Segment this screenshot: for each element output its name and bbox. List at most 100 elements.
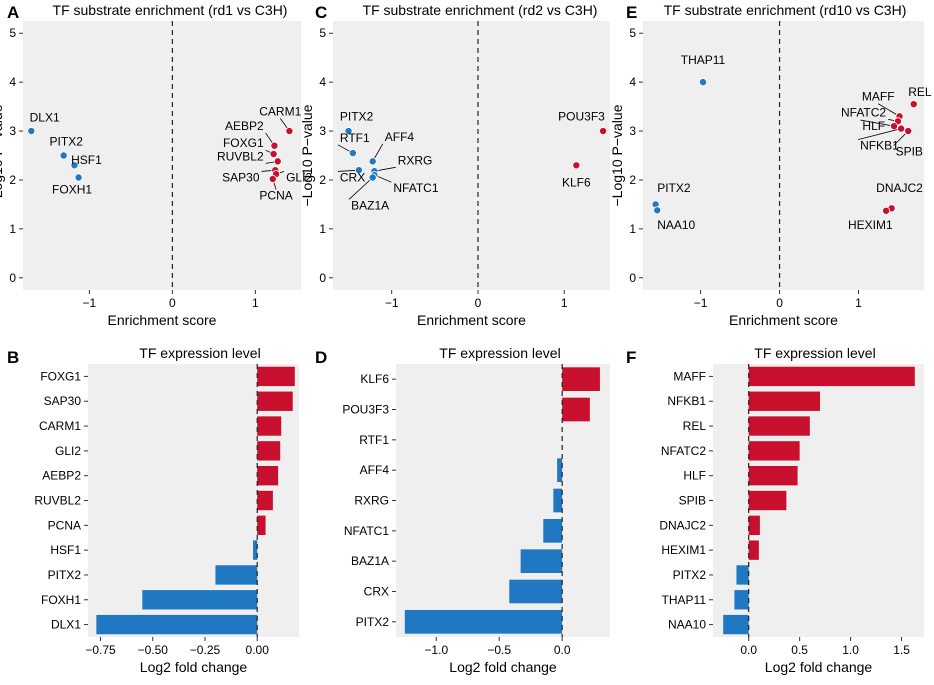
data-point bbox=[572, 161, 581, 170]
chart-title: TF substrate enrichment (rd2 vs C3H) bbox=[363, 2, 598, 18]
x-tick-label: 1 bbox=[855, 296, 862, 310]
y-tick-label: 5 bbox=[319, 26, 326, 40]
bar bbox=[257, 391, 293, 411]
category-label: REL bbox=[683, 419, 707, 433]
panel-letter: B bbox=[7, 348, 19, 367]
category-label: AEBP2 bbox=[42, 469, 81, 483]
data-point bbox=[890, 122, 899, 131]
x-tick-label: −0.75 bbox=[85, 643, 116, 657]
category-label: MAFF bbox=[673, 369, 706, 383]
panel-b: B TF expression level −0.75 −0.50 −0.25 0.00 L… bbox=[7, 345, 299, 675]
bar bbox=[142, 590, 258, 610]
bar bbox=[748, 391, 821, 411]
panel-letter: E bbox=[626, 3, 637, 22]
panel-letter: C bbox=[315, 3, 327, 22]
plot-background bbox=[643, 21, 924, 290]
y-tick-label: 4 bbox=[319, 75, 326, 89]
point-label: AFF4 bbox=[385, 130, 415, 144]
bar bbox=[553, 488, 563, 513]
y-tick-label: 1 bbox=[319, 222, 326, 236]
y-tick-label: 2 bbox=[319, 173, 326, 187]
x-tick-label: 1 bbox=[561, 296, 568, 310]
panel-d: D TF expression level −1.0 −0.5 0.0 Log2 fold… bbox=[315, 345, 610, 675]
bar bbox=[748, 515, 760, 535]
panel-letter: D bbox=[315, 348, 327, 367]
bar bbox=[257, 441, 281, 461]
y-tick-label: 0 bbox=[9, 271, 16, 285]
category-label: NFATC2 bbox=[661, 444, 706, 458]
label-leader-line bbox=[348, 177, 373, 200]
data-point bbox=[909, 100, 918, 109]
x-axis-label: Log2 fold change bbox=[449, 659, 557, 675]
category-label: CARM1 bbox=[39, 419, 81, 433]
y-tick-label: 3 bbox=[319, 124, 326, 138]
x-tick-label: −0.5 bbox=[487, 643, 511, 657]
data-point bbox=[897, 124, 906, 133]
bar bbox=[562, 367, 600, 391]
y-tick-label: 1 bbox=[9, 222, 16, 236]
point-label: FOXG1 bbox=[223, 136, 264, 150]
category-label: PITX2 bbox=[356, 615, 390, 629]
point-label: HLF bbox=[862, 119, 885, 133]
category-label: KLF6 bbox=[360, 372, 389, 386]
category-label: PITX2 bbox=[673, 568, 707, 582]
data-point bbox=[70, 161, 79, 170]
x-tick-label: −1 bbox=[385, 296, 399, 310]
point-label: CARM1 bbox=[259, 104, 301, 118]
x-tick-label: 0 bbox=[776, 296, 783, 310]
data-point bbox=[653, 206, 662, 215]
point-label: PCNA bbox=[259, 189, 292, 203]
data-point bbox=[273, 157, 282, 166]
category-label: CRX bbox=[364, 585, 389, 599]
y-tick-label: 0 bbox=[629, 271, 636, 285]
category-label: FOXG1 bbox=[40, 369, 81, 383]
x-tick-label: 1.0 bbox=[842, 643, 859, 657]
data-point bbox=[904, 127, 913, 136]
x-axis-label: Enrichment score bbox=[417, 312, 526, 328]
y-tick-label: 4 bbox=[9, 75, 16, 89]
x-tick-label: −0.50 bbox=[138, 643, 169, 657]
category-label: THAP11 bbox=[662, 593, 707, 607]
category-label: POU3F3 bbox=[342, 403, 389, 417]
bar bbox=[748, 441, 800, 461]
bar bbox=[748, 366, 915, 387]
x-axis-label: Enrichment score bbox=[729, 312, 838, 328]
point-label: RXRG bbox=[398, 153, 433, 167]
category-label: NAA10 bbox=[668, 618, 706, 632]
bar bbox=[748, 540, 759, 560]
point-label: POU3F3 bbox=[558, 109, 605, 123]
bar bbox=[257, 466, 279, 486]
x-tick-label: 0.5 bbox=[791, 643, 808, 657]
bar bbox=[748, 416, 810, 436]
x-tick-label: 1.5 bbox=[893, 643, 910, 657]
data-point bbox=[368, 157, 377, 166]
point-label: AEBP2 bbox=[225, 119, 264, 133]
x-tick-label: 0 bbox=[169, 296, 176, 310]
plot-background bbox=[23, 21, 301, 290]
data-point bbox=[268, 174, 277, 183]
point-label: DNAJC2 bbox=[876, 181, 923, 195]
bar bbox=[404, 610, 563, 634]
point-label: NFATC1 bbox=[393, 181, 438, 195]
bar bbox=[509, 579, 563, 604]
category-label: SPIB bbox=[679, 494, 706, 508]
chart-title: TF substrate enrichment (rd10 vs C3H) bbox=[664, 2, 907, 18]
bar bbox=[557, 458, 563, 482]
x-tick-label: 0 bbox=[475, 296, 482, 310]
data-point bbox=[344, 127, 353, 136]
point-label: CRX bbox=[340, 170, 365, 184]
y-tick-label: 4 bbox=[629, 75, 636, 89]
panel-f: F TF expression level 0.0 0.5 1.0 1.5 Log2 fol… bbox=[626, 345, 924, 675]
x-tick-label: −1 bbox=[694, 296, 708, 310]
y-tick-label: 3 bbox=[629, 124, 636, 138]
bar bbox=[562, 397, 590, 422]
data-point bbox=[698, 78, 707, 87]
category-label: PCNA bbox=[48, 518, 81, 532]
y-tick-label: 5 bbox=[629, 26, 636, 40]
point-label: PITX2 bbox=[50, 135, 84, 149]
category-label: RXRG bbox=[354, 494, 389, 508]
category-label: RTF1 bbox=[359, 433, 389, 447]
bar bbox=[215, 565, 258, 585]
y-axis-label: −Log10 P−value bbox=[609, 104, 625, 206]
